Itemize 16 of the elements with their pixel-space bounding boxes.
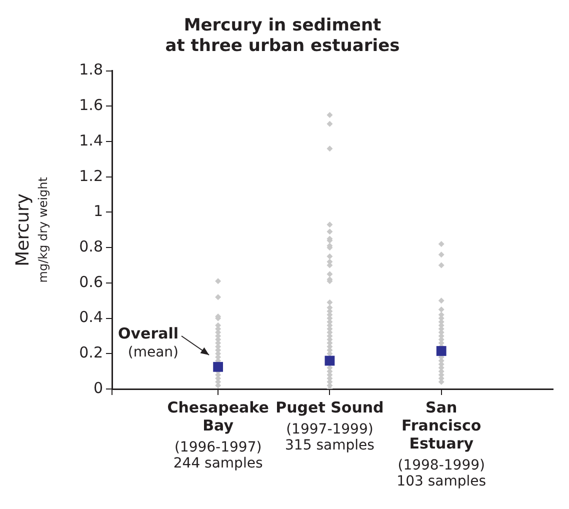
y-tick-label: 0	[93, 378, 103, 397]
x-tick-label: Chesapeake Bay (1996-1997) 244 samples	[167, 398, 269, 472]
x-tick-label: Puget Sound (1997-1999) 315 samples	[276, 398, 384, 454]
y-tick-label: 1.4	[79, 131, 103, 150]
y-tick-label: 0.2	[79, 344, 103, 362]
y-tick-label: 1	[93, 202, 103, 220]
y-tick-label: 0.4	[79, 308, 103, 326]
x-tick-label: San Francisco Estuary (1998-1999) 103 samples	[396, 398, 486, 490]
y-axis-title: Mercury mg/kg dry weight	[12, 176, 50, 283]
y-tick-label: 0.6	[79, 272, 103, 291]
y-tick-label: 0.8	[79, 237, 103, 256]
y-tick-label: 1.2	[79, 166, 103, 185]
y-tick-label: 1.8	[79, 60, 103, 79]
annotation: Overall (mean)	[118, 324, 179, 361]
chart-title: Mercury in sediment at three urban estuaries	[165, 16, 400, 56]
y-tick-label: 1.6	[79, 96, 103, 114]
